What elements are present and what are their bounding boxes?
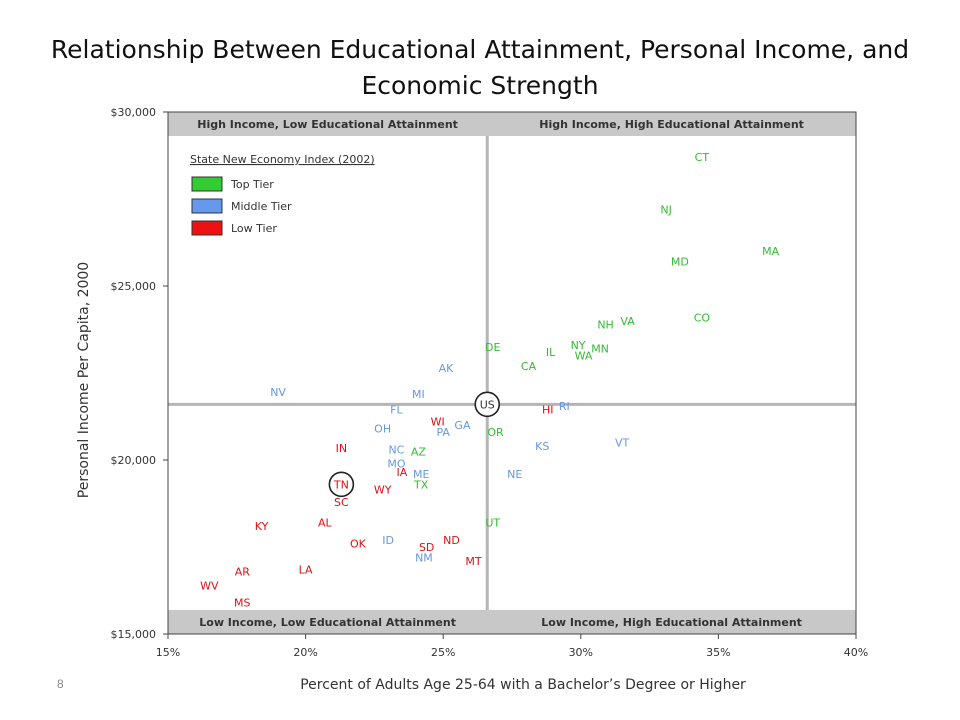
data-point-nm: NM xyxy=(415,551,433,564)
point-circle-us xyxy=(474,391,501,418)
data-point-mt: MT xyxy=(465,555,481,568)
x-tick-label: 25% xyxy=(431,646,455,659)
data-point-vt: VT xyxy=(615,437,630,450)
data-point-me: ME xyxy=(413,468,429,481)
x-axis-title: Percent of Adults Age 25-64 with a Bache… xyxy=(300,677,746,693)
data-point-ok: OK xyxy=(350,538,367,551)
data-point-us: US xyxy=(480,398,495,411)
legend: State New Economy Index (2002) Top Tier Mi… xyxy=(190,153,375,236)
data-point-pa: PA xyxy=(436,426,450,439)
bottom-quadrant-band xyxy=(168,610,856,634)
data-point-nv: NV xyxy=(270,386,286,399)
data-point-wi: WI xyxy=(431,416,445,429)
x-tick-label: 40% xyxy=(844,646,868,659)
quadrant-label-top-right: High Income, High Educational Attainment xyxy=(539,118,804,131)
data-point-nd: ND xyxy=(443,534,460,547)
data-point-mo: MO xyxy=(387,457,405,470)
data-point-la: LA xyxy=(299,564,313,577)
data-point-hi: HI xyxy=(542,404,554,417)
x-tick-label: 15% xyxy=(156,646,180,659)
y-tick-label: $30,000 xyxy=(111,106,157,119)
page-number: 8 xyxy=(57,677,64,691)
data-point-ga: GA xyxy=(454,419,471,432)
y-tick-label: $15,000 xyxy=(111,628,157,641)
data-point-wy: WY xyxy=(374,484,392,497)
data-point-ne: NE xyxy=(507,468,522,481)
legend-swatch-2 xyxy=(191,220,223,236)
plot-border xyxy=(167,111,857,635)
top-quadrant-band xyxy=(168,112,856,136)
data-point-mn: MN xyxy=(591,343,609,356)
data-point-nc: NC xyxy=(388,444,404,457)
data-point-wa: WA xyxy=(575,350,593,363)
data-point-al: AL xyxy=(318,517,333,530)
legend-label-2: Low Tier xyxy=(231,222,277,235)
legend-swatch-1 xyxy=(191,198,223,214)
data-point-tn: TN xyxy=(333,478,349,491)
x-tick-label: 35% xyxy=(706,646,730,659)
data-point-fl: FL xyxy=(390,404,403,417)
data-point-il: IL xyxy=(546,346,556,359)
data-point-ak: AK xyxy=(439,362,455,375)
legend-label-1: Middle Tier xyxy=(231,200,292,213)
quadrant-label-top-left: High Income, Low Educational Attainment xyxy=(197,118,458,131)
x-tick-label: 30% xyxy=(569,646,593,659)
data-point-md: MD xyxy=(671,256,689,269)
data-point-az: AZ xyxy=(411,445,427,458)
data-point-ri: RI xyxy=(559,400,570,413)
y-tick-label: $25,000 xyxy=(111,280,157,293)
data-point-or: OR xyxy=(487,426,504,439)
chart-title: Relationship Between Educational Attainm… xyxy=(50,35,910,100)
legend-title: State New Economy Index (2002) xyxy=(190,153,375,166)
data-point-sc: SC xyxy=(334,496,349,509)
data-point-ny: NY xyxy=(571,339,586,352)
quadrant-label-bottom-left: Low Income, Low Educational Attainment xyxy=(199,616,456,629)
data-point-ut: UT xyxy=(485,517,500,530)
data-point-va: VA xyxy=(620,315,635,328)
data-point-ms: MS xyxy=(234,597,250,610)
data-point-tx: TX xyxy=(413,478,429,491)
data-point-wv: WV xyxy=(200,579,219,592)
legend-swatch-0 xyxy=(191,176,223,192)
data-point-co: CO xyxy=(694,311,711,324)
data-point-oh: OH xyxy=(374,423,391,436)
legend-label-0: Top Tier xyxy=(230,178,274,191)
quadrant-layer: High Income, Low Educational Attainment H… xyxy=(168,112,856,634)
axis-layer: 15% 20% 25% 30% 35% 40% $15,000 $20,000 $25,000 $… xyxy=(111,106,869,659)
data-point-sd: SD xyxy=(419,541,434,554)
y-axis-title: Personal Income Per Capita, 2000 xyxy=(76,262,92,498)
x-tick-label: 20% xyxy=(293,646,317,659)
data-point-ct: CT xyxy=(695,151,710,164)
data-point-nj: NJ xyxy=(660,203,671,216)
data-point-id: ID xyxy=(382,534,394,547)
y-tick-label: $20,000 xyxy=(111,454,157,467)
data-point-nh: NH xyxy=(597,318,614,331)
data-point-in: IN xyxy=(336,442,347,455)
data-point-de: DE xyxy=(485,341,500,354)
data-point-ca: CA xyxy=(521,360,537,373)
quadrant-label-bottom-right: Low Income, High Educational Attainment xyxy=(541,616,802,629)
data-point-ma: MA xyxy=(762,245,779,258)
point-circle-tn xyxy=(328,471,355,498)
data-point-ky: KY xyxy=(255,520,269,533)
data-point-ks: KS xyxy=(535,440,549,453)
data-point-ar: AR xyxy=(235,565,251,578)
data-point-mi: MI xyxy=(412,388,425,401)
data-point-ia: IA xyxy=(397,466,408,479)
